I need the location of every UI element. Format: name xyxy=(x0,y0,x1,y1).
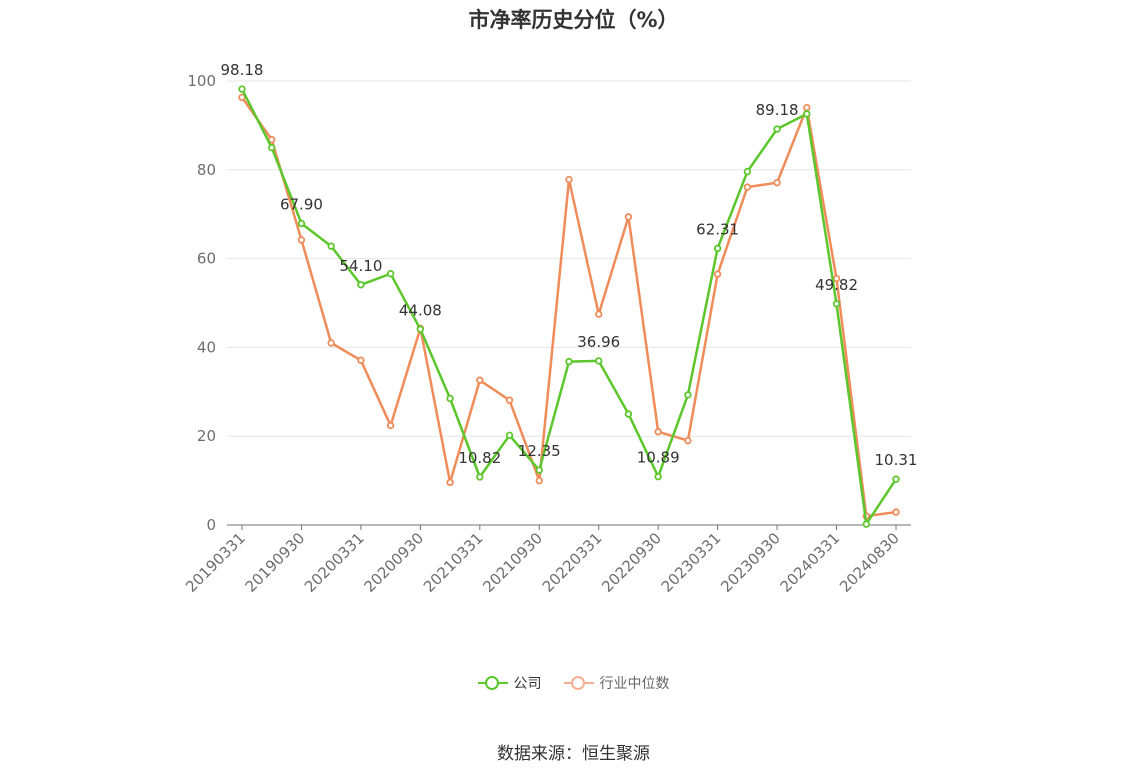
data-point xyxy=(713,270,722,278)
x-tick-label: 20210930 xyxy=(479,529,546,596)
data-point xyxy=(297,219,306,228)
legend-label: 公司 xyxy=(513,676,542,692)
series-line xyxy=(240,87,898,526)
data-point xyxy=(595,357,603,365)
x-tick-label: 20230331 xyxy=(658,529,725,596)
data-point xyxy=(773,125,781,133)
data-point xyxy=(327,339,335,347)
chart-legend: 公司 行业中位数 xyxy=(0,673,1147,693)
data-point xyxy=(446,478,454,487)
data-point xyxy=(238,93,246,102)
data-point xyxy=(357,356,365,364)
data-point xyxy=(595,310,603,318)
data-point xyxy=(505,431,514,440)
legend-line-circle-icon xyxy=(563,676,594,690)
x-tick-label: 20240830 xyxy=(836,529,903,596)
data-point xyxy=(386,269,395,278)
data-point xyxy=(416,325,425,333)
legend-label: 行业中位数 xyxy=(599,676,670,692)
x-tick-label: 20200930 xyxy=(360,529,427,596)
series-line xyxy=(240,96,898,518)
data-point xyxy=(803,110,811,118)
data-label: 44.08 xyxy=(399,301,442,319)
data-point xyxy=(476,376,484,384)
data-point xyxy=(654,472,662,481)
data-point xyxy=(803,103,811,112)
data-label: 49.82 xyxy=(815,276,858,294)
x-tick-label: 20200331 xyxy=(301,529,368,596)
data-point xyxy=(862,520,870,528)
data-label: 67.90 xyxy=(280,196,323,214)
data-point xyxy=(268,143,276,152)
data-label: 54.10 xyxy=(339,257,382,275)
data-point xyxy=(297,236,306,244)
data-point xyxy=(505,396,514,404)
x-tick-label: 20190331 xyxy=(182,529,249,596)
data-label: 10.82 xyxy=(458,449,501,467)
y-tick-label: 40 xyxy=(197,338,216,356)
y-tick-label: 20 xyxy=(197,427,216,445)
data-point xyxy=(743,167,752,176)
data-point xyxy=(713,244,722,253)
data-point xyxy=(624,213,633,221)
data-point xyxy=(684,436,692,445)
y-tick-label: 80 xyxy=(197,161,216,179)
y-tick-label: 60 xyxy=(197,250,216,268)
legend-item-industry-median[interactable]: 行业中位数 xyxy=(563,673,670,693)
data-label: 10.89 xyxy=(637,449,680,467)
data-label: 36.96 xyxy=(577,333,620,351)
x-tick-label: 20220930 xyxy=(598,529,665,596)
data-point xyxy=(684,391,692,399)
legend-item-company[interactable]: 公司 xyxy=(477,673,542,693)
x-tick-label: 20210331 xyxy=(420,529,487,596)
data-label: 10.31 xyxy=(875,451,918,469)
x-tick-label: 20230930 xyxy=(717,529,784,596)
data-point xyxy=(565,175,573,184)
chart-title: 市净率历史分位（%） xyxy=(468,8,679,32)
data-label: 12.35 xyxy=(518,442,561,460)
data-point xyxy=(743,183,752,191)
y-tick-label: 100 xyxy=(187,72,216,90)
data-point xyxy=(624,410,633,418)
data-point xyxy=(892,475,900,483)
data-point xyxy=(892,508,900,516)
data-point xyxy=(535,476,543,485)
data-point xyxy=(832,300,841,308)
data-point xyxy=(327,242,335,250)
legend-line-circle-icon xyxy=(477,676,508,690)
x-tick-label: 20220331 xyxy=(539,529,606,596)
data-point xyxy=(773,178,781,187)
data-point xyxy=(446,394,454,403)
data-point xyxy=(386,421,395,430)
data-point xyxy=(357,281,365,289)
x-tick-label: 20190930 xyxy=(242,529,309,596)
data-point xyxy=(535,466,543,474)
x-tick-label: 20240331 xyxy=(777,529,844,596)
data-point xyxy=(654,428,662,436)
y-tick-label: 0 xyxy=(206,516,216,534)
data-point xyxy=(476,473,484,481)
data-label: 89.18 xyxy=(756,101,799,119)
data-label: 62.31 xyxy=(696,220,739,238)
data-point xyxy=(565,357,573,366)
data-point xyxy=(238,85,246,93)
data-source-note: 数据来源：恒生聚源 xyxy=(497,744,650,764)
data-label: 98.18 xyxy=(221,61,264,79)
